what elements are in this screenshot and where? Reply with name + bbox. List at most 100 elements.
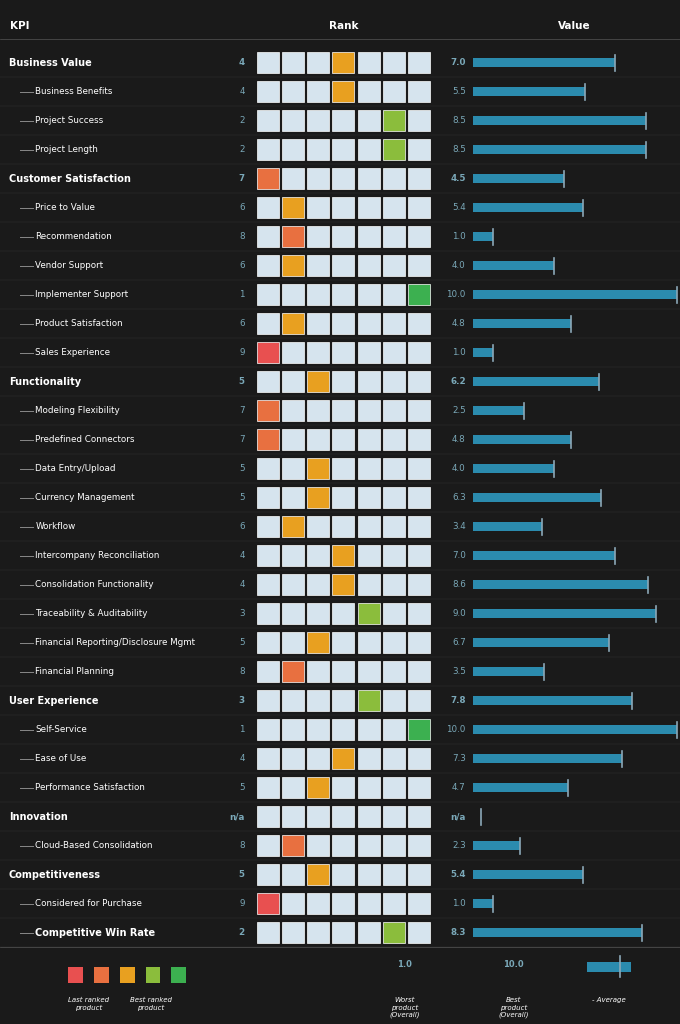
Bar [333,777,354,798]
Bar [257,836,279,856]
Text: 7: 7 [239,174,245,183]
Text: Project Length: Project Length [35,145,98,155]
Text: 3: 3 [239,609,245,618]
Bar [383,516,405,538]
Bar [408,198,430,218]
Text: Vendor Support: Vendor Support [35,261,103,270]
Bar [408,632,430,653]
Bar [358,81,379,102]
Bar [383,487,405,508]
Text: 3: 3 [239,696,245,706]
Text: 5: 5 [239,494,245,502]
Bar [282,864,304,885]
Text: 4.0: 4.0 [452,464,466,473]
Bar [383,111,405,131]
Bar [473,407,524,416]
Bar [473,783,568,793]
Bar [408,749,430,769]
Bar [307,81,329,102]
Bar [282,139,304,160]
Text: 1: 1 [239,290,245,299]
Text: 4.8: 4.8 [452,435,466,444]
Bar [358,226,379,247]
Bar [358,690,379,711]
Bar [307,111,329,131]
Text: 7.8: 7.8 [450,696,466,706]
Bar [358,400,379,421]
Bar [473,493,601,503]
Bar [383,255,405,276]
Text: Predefined Connectors: Predefined Connectors [35,435,135,444]
Text: 4.8: 4.8 [452,319,466,328]
Bar [307,226,329,247]
Bar [257,632,279,653]
Bar [408,603,430,624]
Text: User Experience: User Experience [9,695,99,706]
Bar [307,487,329,508]
Bar [358,749,379,769]
Bar [171,967,186,983]
Bar [282,198,304,218]
Text: Best
product
(Overall): Best product (Overall) [498,997,528,1018]
Text: 2: 2 [239,145,245,155]
Bar [307,429,329,451]
Bar [282,516,304,538]
Text: Workflow: Workflow [35,522,75,531]
Text: Intercompany Reconciliation: Intercompany Reconciliation [35,551,160,560]
Text: 7: 7 [239,407,245,415]
Bar [333,603,354,624]
Text: 4.0: 4.0 [452,261,466,270]
Text: Ease of Use: Ease of Use [35,755,86,763]
Bar [473,725,677,734]
Bar [257,313,279,334]
Bar [358,458,379,479]
Bar [333,719,354,740]
Bar [307,864,329,885]
Bar [358,139,379,160]
Bar [68,967,83,983]
Text: Financial Reporting/Disclosure Mgmt: Financial Reporting/Disclosure Mgmt [35,638,195,647]
Bar [383,603,405,624]
Bar [282,255,304,276]
Bar [257,545,279,566]
Bar [333,545,354,566]
Bar [257,458,279,479]
Text: 4: 4 [239,58,245,68]
Bar [282,285,304,305]
Bar [257,168,279,189]
Bar [257,893,279,914]
Bar [358,574,379,595]
Text: 1.0: 1.0 [452,232,466,241]
Bar [257,400,279,421]
Bar [257,81,279,102]
Bar [408,285,430,305]
Bar [473,928,642,937]
Bar [586,962,630,972]
Bar [307,662,329,682]
Bar [282,168,304,189]
Bar [282,923,304,943]
Bar [383,400,405,421]
Bar [358,429,379,451]
Text: 8: 8 [239,841,245,850]
Text: Price to Value: Price to Value [35,203,95,212]
Bar [333,690,354,711]
Bar [408,719,430,740]
Text: Rank: Rank [328,20,358,31]
Text: 10.0: 10.0 [447,725,466,734]
Bar [257,690,279,711]
Bar [333,313,354,334]
Text: 4: 4 [239,551,245,560]
Bar [383,777,405,798]
Bar [358,662,379,682]
Text: 8.3: 8.3 [450,928,466,937]
Bar [383,690,405,711]
Bar [307,139,329,160]
Bar [333,662,354,682]
Bar [473,377,599,386]
Bar [333,81,354,102]
Bar [473,754,622,763]
Text: Worst
product
(Overall): Worst product (Overall) [390,997,420,1018]
Bar [358,487,379,508]
Bar [383,864,405,885]
